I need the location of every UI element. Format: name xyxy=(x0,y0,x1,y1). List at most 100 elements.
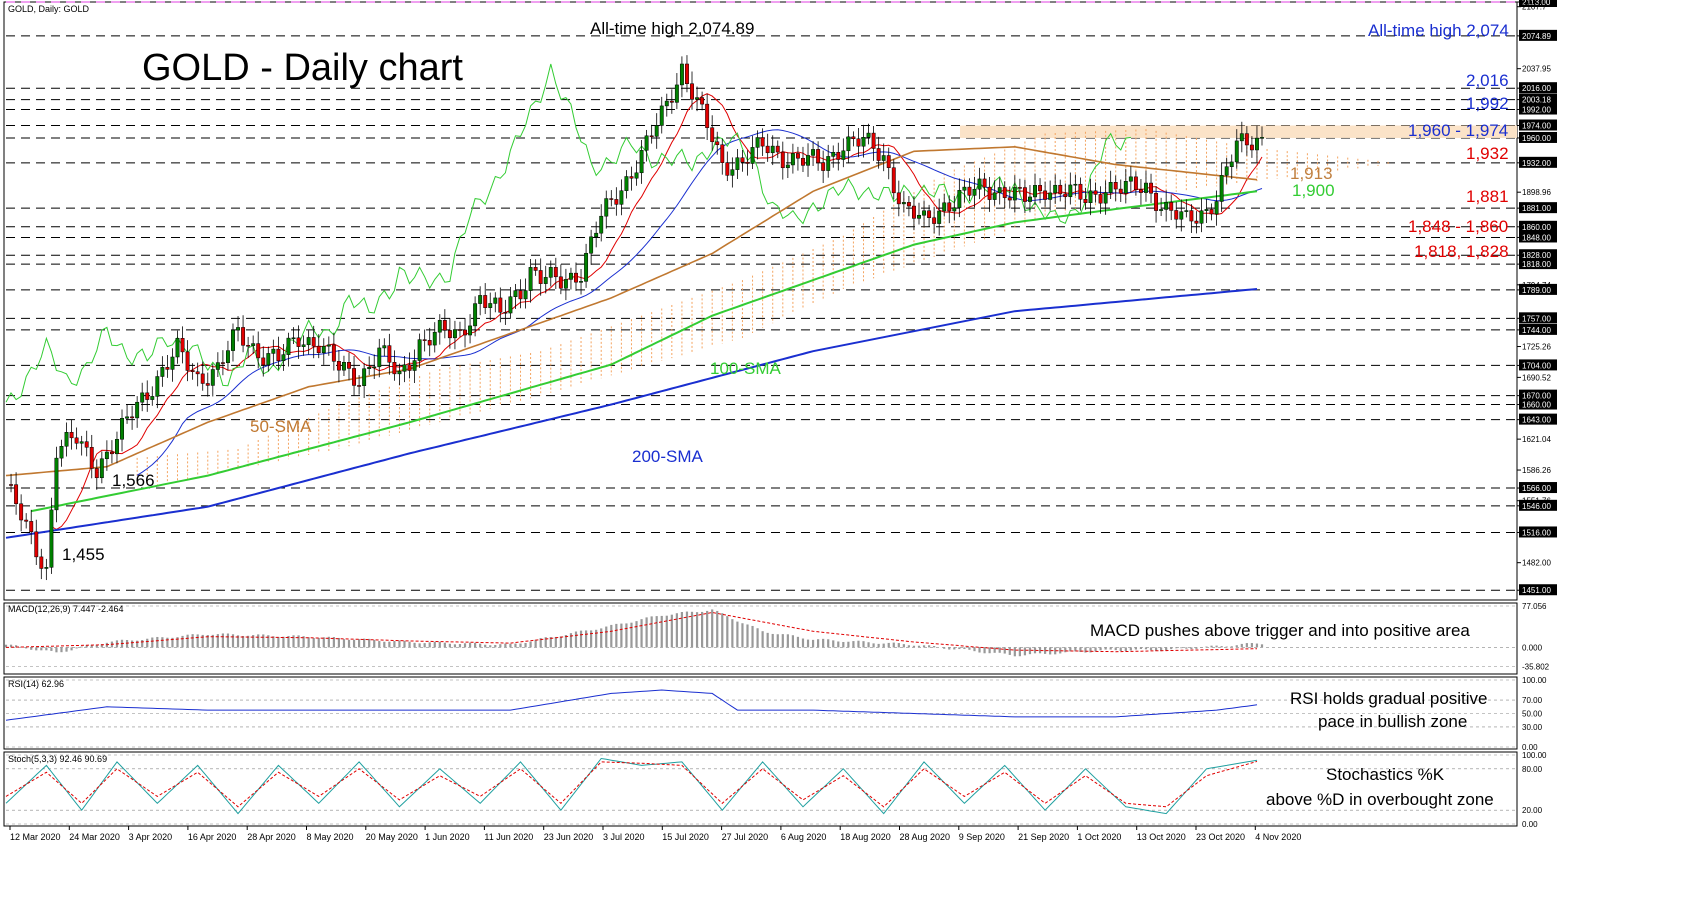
candle-body xyxy=(130,416,135,419)
macd-signal-line xyxy=(5,611,1258,653)
candle xyxy=(417,333,422,368)
candle xyxy=(992,180,997,206)
sma50-label: 50-SMA xyxy=(250,417,312,436)
date-tick-label: 9 Sep 2020 xyxy=(959,832,1005,842)
candle-body xyxy=(1053,184,1058,194)
candle xyxy=(937,198,942,236)
candle-body xyxy=(1068,184,1073,198)
candle-body xyxy=(543,277,548,284)
candle-body xyxy=(538,270,543,284)
candle xyxy=(493,292,498,313)
candle-body xyxy=(574,272,578,283)
price-tick-label: 1757.00 xyxy=(1522,314,1551,323)
candle xyxy=(856,128,861,158)
date-axis: 12 Mar 2020 24 Mar 2020 3 Apr 2020 16 Apr 2… xyxy=(9,826,1301,842)
candle-body xyxy=(1164,202,1169,210)
price-tag-bg xyxy=(1519,323,1557,335)
candle-body xyxy=(1088,190,1093,203)
candle-body xyxy=(891,167,896,194)
level-1913-label: 1,913 xyxy=(1290,164,1333,183)
candle xyxy=(392,350,397,381)
candle-body xyxy=(1128,176,1133,182)
candle xyxy=(1098,186,1103,214)
candle xyxy=(629,166,634,191)
stoch-tick-label: 100.00 xyxy=(1522,751,1547,760)
candle-body xyxy=(382,345,387,349)
candle xyxy=(19,494,24,532)
candle-body xyxy=(644,135,649,151)
macd-note: MACD pushes above trigger and into posit… xyxy=(1090,621,1470,640)
price-tick-label: 1690.52 xyxy=(1522,373,1551,382)
date-tick-label: 3 Jul 2020 xyxy=(603,832,645,842)
candle xyxy=(816,141,821,171)
candle-body xyxy=(785,164,790,169)
candle xyxy=(483,283,488,315)
candle-body xyxy=(74,437,79,444)
candle xyxy=(922,200,926,228)
date-tick-label: 28 Apr 2020 xyxy=(247,832,296,842)
candle-body xyxy=(624,176,629,191)
macd-panel-label: MACD(12,26,9) 7.447 -2.464 xyxy=(8,604,124,614)
candle-body xyxy=(1224,166,1229,176)
candle xyxy=(1043,181,1048,207)
price-tag-bg xyxy=(1519,0,1557,7)
candle xyxy=(538,258,543,296)
candle xyxy=(407,352,412,379)
candle-body xyxy=(276,348,281,362)
resistance-zone xyxy=(960,125,1517,138)
candle-body xyxy=(806,155,810,166)
candle xyxy=(74,427,79,450)
candle xyxy=(44,558,49,581)
candle-body xyxy=(594,232,599,238)
stoch-tick-label: 80.00 xyxy=(1522,765,1543,774)
candle-body xyxy=(39,556,44,569)
candle xyxy=(1108,170,1113,200)
candle-body xyxy=(1169,202,1174,211)
date-tick-label: 3 Apr 2020 xyxy=(129,832,173,842)
candle xyxy=(1179,199,1184,232)
sma50-line xyxy=(5,145,1258,477)
stoch-tick-label: 20.00 xyxy=(1522,806,1543,815)
candle-body xyxy=(1159,209,1164,211)
candle-body xyxy=(1255,137,1259,151)
candle xyxy=(851,131,856,147)
candle-body xyxy=(1229,161,1234,167)
candle xyxy=(321,338,326,365)
date-tick-label: 16 Apr 2020 xyxy=(188,832,237,842)
candle-body xyxy=(140,392,145,403)
candle xyxy=(997,177,1002,205)
candle xyxy=(79,435,84,456)
candle-body xyxy=(286,337,291,355)
candle-body xyxy=(165,367,170,370)
symbol-label: GOLD, Daily: GOLD xyxy=(8,4,90,14)
candle xyxy=(109,440,114,464)
candle-body xyxy=(1123,180,1128,194)
candle xyxy=(1007,186,1012,209)
candle xyxy=(175,330,180,364)
level-2016-label: 2,016 xyxy=(1466,71,1509,90)
candle-body xyxy=(871,132,876,149)
candle xyxy=(236,316,240,342)
candle xyxy=(49,497,54,574)
candle xyxy=(523,278,528,309)
candle-body xyxy=(1017,187,1022,189)
candle-body xyxy=(917,214,921,219)
candle xyxy=(427,327,432,357)
candle xyxy=(806,143,810,177)
candle xyxy=(1219,163,1224,212)
candle-body xyxy=(316,345,321,354)
candle-body xyxy=(997,187,1002,193)
candle-body xyxy=(190,370,195,373)
candle-body xyxy=(44,567,49,569)
candle xyxy=(387,333,392,375)
candle xyxy=(1058,179,1063,202)
candle-body xyxy=(927,210,932,219)
candle-body xyxy=(473,303,478,327)
level-1848-1860-label: 1,848 - 1,860 xyxy=(1408,217,1508,236)
candle-body xyxy=(1149,182,1153,194)
candle xyxy=(352,356,356,396)
candle-body xyxy=(311,337,316,347)
candle xyxy=(165,355,170,378)
candle-body xyxy=(1098,194,1103,204)
candle xyxy=(463,318,467,348)
